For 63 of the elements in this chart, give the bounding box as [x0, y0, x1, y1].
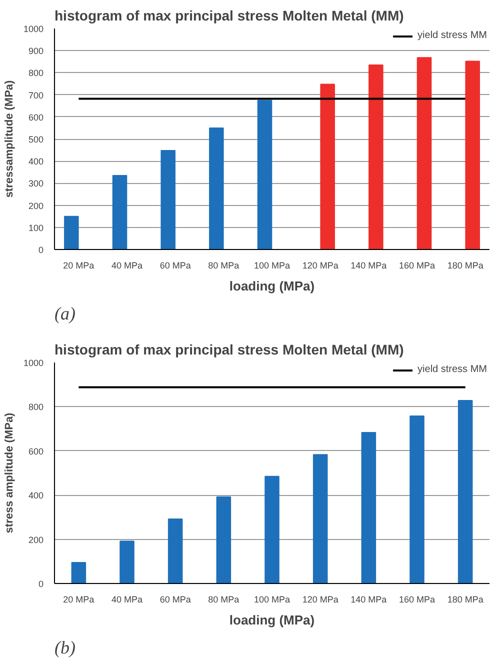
- x-tick-label: 40 MPa: [111, 594, 143, 604]
- x-tick-label: 80 MPa: [208, 594, 240, 604]
- y-tick-label: 400: [28, 156, 44, 167]
- x-tick-label: 60 MPa: [160, 260, 191, 270]
- bar: [64, 216, 79, 250]
- x-tick-label: 20 MPa: [63, 260, 94, 270]
- y-tick-label: 200: [28, 200, 44, 211]
- y-tick-label: 600: [28, 112, 44, 122]
- x-tick-label: 120 MPa: [302, 594, 338, 604]
- bar: [216, 496, 232, 584]
- chart-title: histogram of max principal stress Molten Metal (MM): [54, 8, 404, 24]
- chart-title: histogram of max principal stress Molten Metal (MM): [54, 342, 404, 358]
- bar: [120, 540, 134, 584]
- x-tick-label: 140 MPa: [350, 594, 387, 604]
- y-axis-title: stress amplitude (MPa): [3, 412, 16, 534]
- x-tick-label: 100 MPa: [254, 594, 290, 604]
- x-tick-label: 160 MPa: [398, 594, 436, 604]
- y-tick-label: 700: [28, 90, 44, 100]
- bar: [458, 400, 473, 584]
- x-tick-label: 20 MPa: [63, 594, 94, 604]
- x-tick-label: 140 MPa: [350, 260, 387, 270]
- x-axis-title: loading (MPa): [229, 278, 315, 294]
- bar: [312, 454, 328, 584]
- y-tick-label: 600: [28, 446, 44, 456]
- bar: [71, 562, 86, 584]
- x-axis-title: loading (MPa): [229, 612, 315, 628]
- y-tick-label: 800: [28, 402, 44, 412]
- bar: [361, 432, 376, 584]
- y-tick-label: 500: [28, 134, 44, 144]
- y-tick-label: 0: [38, 245, 44, 255]
- legend-label: yield stress MM: [418, 30, 487, 41]
- y-tick-label: 1000: [23, 358, 44, 368]
- x-tick-label: 80 MPa: [208, 260, 240, 270]
- y-axis-title: stressamplitude (MPa): [3, 80, 16, 198]
- bar: [257, 100, 272, 250]
- x-tick-label: 180 MPa: [447, 594, 484, 604]
- bar: [416, 57, 432, 250]
- legend-label: yield stress MM: [418, 364, 487, 375]
- text: (a): [54, 304, 76, 324]
- y-tick-label: 0: [38, 579, 44, 589]
- bar: [209, 127, 224, 250]
- y-tick-label: 800: [28, 68, 44, 78]
- y-tick-label: 300: [28, 178, 44, 189]
- y-tick-label: 400: [28, 490, 44, 501]
- x-tick-label: 40 MPa: [111, 260, 143, 270]
- y-tick-label: 900: [28, 46, 44, 56]
- bar: [160, 150, 176, 250]
- x-tick-label: 100 MPa: [254, 260, 290, 270]
- y-tick-label: 1000: [23, 24, 44, 34]
- bar: [465, 60, 480, 250]
- bar: [320, 84, 335, 250]
- bar: [264, 476, 280, 584]
- bar: [168, 518, 183, 584]
- y-tick-label: 200: [28, 534, 44, 545]
- bar: [410, 415, 424, 584]
- y-tick-label: 100: [28, 222, 44, 233]
- x-tick-label: 60 MPa: [160, 594, 191, 604]
- x-tick-label: 160 MPa: [398, 260, 436, 270]
- bar: [368, 64, 384, 250]
- bar: [112, 174, 128, 250]
- x-tick-label: 120 MPa: [302, 260, 338, 270]
- text: (b): [54, 638, 76, 658]
- x-tick-label: 180 MPa: [447, 260, 484, 270]
